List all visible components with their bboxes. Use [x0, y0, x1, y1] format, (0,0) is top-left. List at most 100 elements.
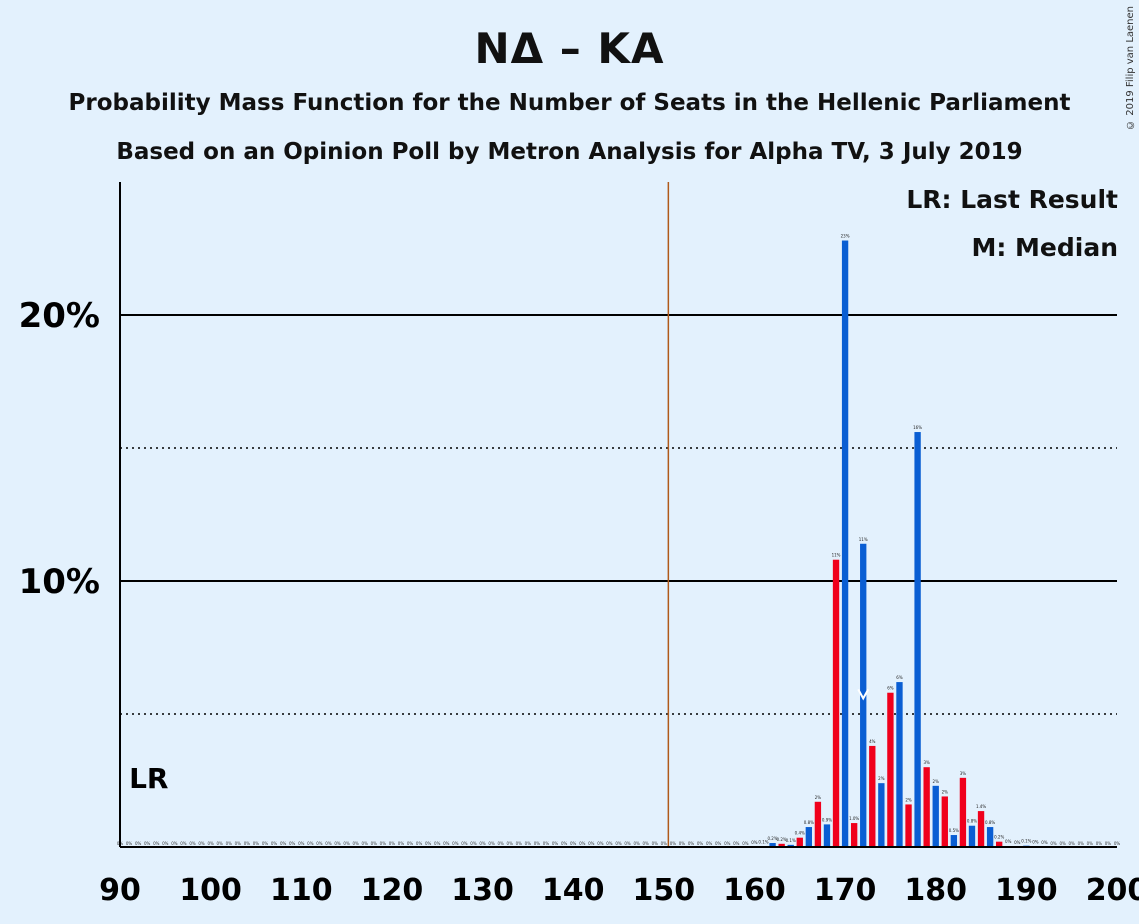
bar-value-label: 0%	[1078, 841, 1085, 846]
bar-value-label: 0.1%	[786, 838, 796, 843]
bar-value-label: 0.2%	[777, 837, 787, 842]
bar-value-label: 0%	[525, 841, 532, 846]
bar-value-label: 0%	[452, 841, 459, 846]
bar-value-label: 0%	[1050, 841, 1057, 846]
bar-seats-182	[950, 835, 958, 847]
bar-value-label: 16%	[913, 425, 922, 430]
bar-value-label: 0%	[443, 841, 450, 846]
bar-value-label: 0%	[561, 841, 568, 846]
bar-value-label: 0.2%	[994, 835, 1004, 840]
bar-value-label: 0%	[679, 841, 686, 846]
bar-value-label: 0%	[1005, 839, 1012, 844]
bar-seats-184	[968, 825, 976, 847]
bar-value-label: 1.4%	[976, 804, 986, 809]
bar-value-label: 0%	[171, 841, 178, 846]
bar-value-label: 0%	[1041, 840, 1048, 845]
bar-value-label: 0%	[226, 841, 233, 846]
x-tick-label: 100	[179, 873, 242, 908]
bar-value-label: 4%	[869, 739, 876, 744]
bar-seats-181	[941, 796, 948, 847]
bar-value-label: 0%	[180, 841, 187, 846]
bar-value-label: 0%	[570, 841, 577, 846]
bar-value-label: 0%	[144, 841, 151, 846]
bar-value-label: 0%	[271, 841, 278, 846]
bar-value-label: 0%	[334, 841, 341, 846]
bar-seats-178	[914, 432, 921, 847]
bar-value-label: 0%	[706, 841, 713, 846]
bar-value-label: 0%	[688, 841, 695, 846]
bar-seats-162	[769, 843, 776, 847]
bar-value-label: 0%	[407, 841, 414, 846]
bar-value-label: 0%	[316, 841, 323, 846]
bar-value-label: 0%	[253, 841, 260, 846]
bar-value-label: 0.5%	[949, 828, 959, 833]
bar-value-label: 0%	[461, 841, 468, 846]
bar-seats-168	[823, 824, 831, 847]
bar-value-label: 2%	[942, 789, 949, 794]
bar-value-label: 0%	[1087, 841, 1094, 846]
bar-value-label: 0%	[217, 841, 224, 846]
bar-value-label: 11%	[832, 553, 841, 558]
bar-seats-186	[986, 827, 994, 847]
legend-last-result: LR: Last Result	[906, 185, 1118, 214]
bar-value-label: 0%	[425, 841, 432, 846]
bar-seats-187	[996, 841, 1003, 847]
bar-seats-177	[905, 804, 912, 847]
x-tick-label: 190	[995, 873, 1058, 908]
bar-value-label: 0%	[207, 841, 214, 846]
bar-value-label: 0%	[362, 841, 369, 846]
bar-value-label: 0%	[552, 841, 559, 846]
bar-value-label: 0%	[398, 841, 405, 846]
bar-value-label: 0%	[724, 841, 731, 846]
bar-value-label: 0%	[434, 841, 441, 846]
bar-value-label: 0%	[153, 841, 160, 846]
bar-seats-179	[923, 767, 930, 847]
bar-value-label: 6%	[896, 675, 903, 680]
bar-value-label: 0%	[389, 841, 396, 846]
bar-value-label: 0%	[126, 841, 133, 846]
bar-seats-176	[896, 682, 903, 847]
bar-value-label: 0%	[343, 841, 350, 846]
bar-value-label: 0.9%	[822, 817, 832, 822]
bar-value-label: 1.0%	[849, 816, 859, 821]
bar-value-label: 0%	[606, 841, 613, 846]
x-tick-label: 170	[814, 873, 877, 908]
bar-value-label: 0%	[597, 841, 604, 846]
bar-value-label: 0%	[661, 841, 668, 846]
bar-value-label: 0%	[1096, 841, 1103, 846]
chart-subtitle-2: Based on an Opinion Poll by Metron Analy…	[116, 139, 1023, 165]
x-tick-label: 130	[451, 873, 514, 908]
bar-value-label: 0%	[488, 841, 495, 846]
bar-value-label: 0%	[652, 841, 659, 846]
last-result-label: LR	[129, 762, 168, 795]
bar-value-label: 0%	[751, 840, 758, 845]
bar-value-label: 0%	[733, 841, 740, 846]
bar-seats-166	[805, 827, 813, 847]
bar-value-label: 0%	[262, 841, 269, 846]
bar-value-label: 0%	[1032, 839, 1039, 844]
bar-value-label: 0%	[416, 841, 423, 846]
chart-title: NΔ – KA	[474, 24, 665, 73]
x-tick-label: 150	[633, 873, 696, 908]
x-tick-label: 200	[1086, 873, 1139, 908]
bar-value-label: 2%	[905, 797, 912, 802]
bar-value-label: 6%	[887, 686, 894, 691]
bar-value-label: 0%	[189, 841, 196, 846]
bar-value-label: 0%	[1059, 841, 1066, 846]
bar-value-label: 0%	[588, 841, 595, 846]
bar-value-label: 0%	[534, 841, 541, 846]
bar-seats-165	[796, 837, 803, 847]
bar-value-label: 0%	[198, 841, 205, 846]
legend-median: M: Median	[971, 233, 1118, 262]
x-tick-label: 180	[904, 873, 967, 908]
bar-value-label: 0%	[497, 841, 504, 846]
bar-value-label: 0.2%	[767, 836, 777, 841]
bar-value-label: 11%	[859, 537, 868, 542]
bar-value-label: 0%	[244, 841, 251, 846]
bar-value-label: 0%	[1114, 841, 1121, 846]
bar-value-label: 0%	[135, 841, 142, 846]
bar-value-label: 0%	[371, 841, 378, 846]
median-marker	[857, 688, 870, 701]
x-tick-label: 120	[361, 873, 424, 908]
